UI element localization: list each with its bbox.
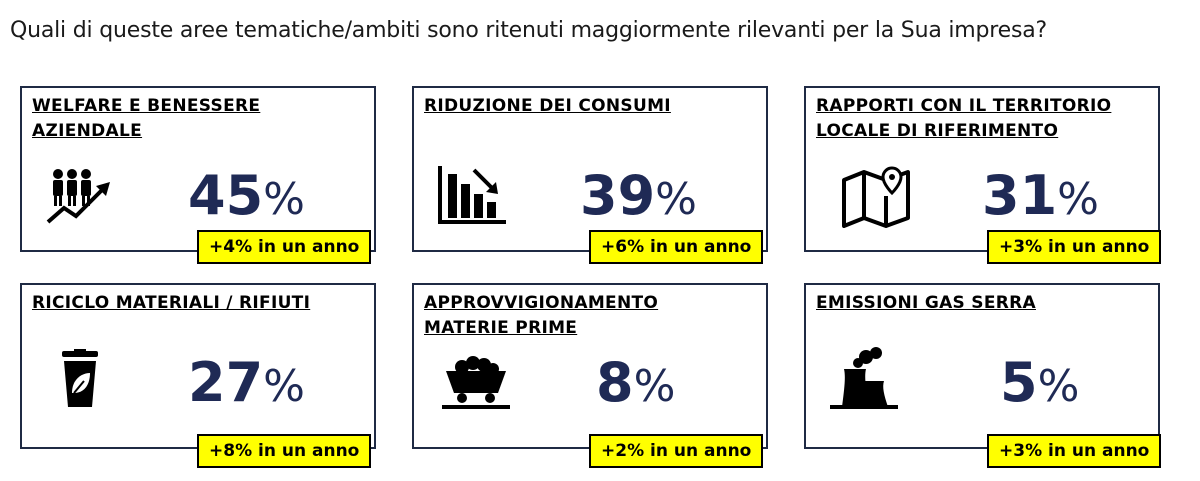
change-badge: +6% in un anno [589, 230, 764, 264]
value-unit: % [263, 174, 305, 225]
card-title-line: RICICLO MATERIALI / RIFIUTI [32, 293, 311, 313]
card-consumi: RIDUZIONE DEI CONSUMI 39% [412, 86, 768, 252]
card-territorio: RAPPORTI CON IL TERRITORIO LOCALE DI RIF… [804, 86, 1160, 252]
card-title-line: AZIENDALE [32, 121, 143, 141]
card-title: RIDUZIONE DEI CONSUMI [424, 94, 671, 119]
percentage-value: 31% [982, 166, 1099, 230]
value-number: 39 [580, 164, 656, 227]
bar-chart-down-icon [438, 166, 506, 224]
card-riciclo: RICICLO MATERIALI / RIFIUTI 27% [20, 283, 376, 449]
card-title-line: EMISSIONI GAS SERRA [816, 293, 1036, 313]
change-badge: +3% in un anno [987, 434, 1162, 468]
card-title-line: RIDUZIONE DEI CONSUMI [424, 96, 671, 116]
percentage-value: 8% [596, 353, 675, 417]
value-unit: % [655, 174, 697, 225]
card-title-line: WELFARE E BENESSERE [32, 96, 261, 116]
value-number: 5 [1000, 351, 1038, 414]
card-title: RICICLO MATERIALI / RIFIUTI [32, 291, 310, 316]
value-number: 8 [596, 351, 634, 414]
change-badge: +3% in un anno [987, 230, 1162, 264]
value-unit: % [1057, 174, 1099, 225]
value-unit: % [633, 361, 676, 412]
change-badge: +4% in un anno [197, 230, 372, 264]
value-unit: % [263, 361, 305, 412]
change-badge: +8% in un anno [197, 434, 372, 468]
card-materie-prime: APPROVVIGIONAMENTO MATERIE PRIME 8% [412, 283, 768, 449]
card-emissioni: EMISSIONI GAS SERRA 5% [804, 283, 1160, 449]
value-number: 45 [188, 164, 264, 227]
value-number: 31 [982, 164, 1058, 227]
map-pin-icon [842, 166, 910, 228]
card-title-line: MATERIE PRIME [424, 318, 578, 338]
eco-bin-icon [62, 349, 98, 407]
percentage-value: 45% [188, 166, 305, 230]
card-title-line: LOCALE DI RIFERIMENTO [816, 121, 1059, 141]
percentage-value: 27% [188, 353, 305, 417]
percentage-value: 39% [580, 166, 697, 230]
question-title: Quali di queste aree tematiche/ambiti so… [10, 18, 1048, 43]
mine-cart-icon [442, 356, 510, 409]
factory-smoke-icon [830, 347, 898, 409]
percentage-value: 5% [1000, 353, 1079, 417]
card-title-line: RAPPORTI CON IL TERRITORIO [816, 96, 1112, 116]
change-badge: +2% in un anno [589, 434, 764, 468]
value-unit: % [1037, 361, 1080, 412]
people-growth-icon [46, 169, 110, 224]
card-title: WELFARE E BENESSERE AZIENDALE [32, 94, 260, 144]
value-number: 27 [188, 351, 264, 414]
card-title: APPROVVIGIONAMENTO MATERIE PRIME [424, 291, 658, 341]
card-welfare: WELFARE E BENESSERE AZIENDALE 45% [20, 86, 376, 252]
card-title: EMISSIONI GAS SERRA [816, 291, 1036, 316]
card-title-line: APPROVVIGIONAMENTO [424, 293, 659, 313]
card-title: RAPPORTI CON IL TERRITORIO LOCALE DI RIF… [816, 94, 1111, 144]
